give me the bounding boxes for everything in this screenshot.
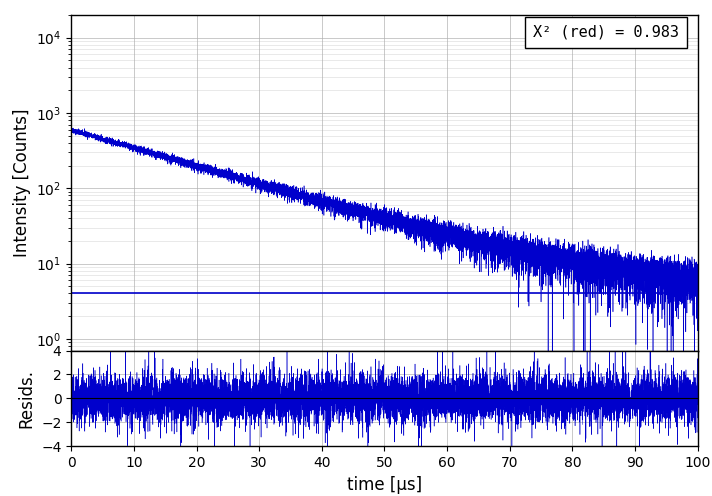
X-axis label: time [μs]: time [μs] xyxy=(347,476,422,494)
Y-axis label: Resids.: Resids. xyxy=(18,369,36,428)
Y-axis label: Intensity [Counts]: Intensity [Counts] xyxy=(13,109,31,257)
Text: X² (red) = 0.983: X² (red) = 0.983 xyxy=(533,25,679,40)
